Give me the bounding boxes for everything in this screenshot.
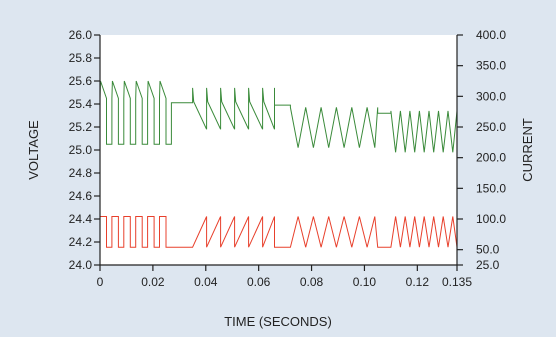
y-tick-label: 24.6 xyxy=(69,189,93,203)
y-tick-label: 24.0 xyxy=(69,258,93,272)
y-tick-label: 25.6 xyxy=(69,74,93,88)
y-tick-label: 25.0 xyxy=(69,143,93,157)
y-tick-label: 25.2 xyxy=(69,120,93,134)
current-trace xyxy=(99,216,458,248)
x-axis-label: TIME (SECONDS) xyxy=(224,314,332,329)
x-tick-label: 0 xyxy=(97,275,104,289)
y-axis-label-right: CURRENT xyxy=(520,118,535,182)
y2-tick-label: 350.0 xyxy=(476,59,506,73)
y2-tick-label: 200.0 xyxy=(476,151,506,165)
traces xyxy=(99,80,458,248)
x-tick-label: 0.10 xyxy=(353,275,377,289)
y2-tick-label: 150.0 xyxy=(476,181,506,195)
x-tick-label: 0.08 xyxy=(300,275,324,289)
y-axis-label-left: VOLTAGE xyxy=(26,120,41,180)
y-tick-label: 24.8 xyxy=(69,166,93,180)
y-tick-label: 24.4 xyxy=(69,212,93,226)
y-tick-label: 26.0 xyxy=(69,28,93,42)
x-tick-label: 0.135 xyxy=(442,275,472,289)
x-tick-label: 0.04 xyxy=(194,275,218,289)
x-tick-label: 0.02 xyxy=(141,275,165,289)
x-tick-label: 0.06 xyxy=(247,275,271,289)
x-tick-label: 0.12 xyxy=(406,275,430,289)
y2-tick-label: 25.0 xyxy=(476,258,500,272)
y-tick-label: 25.8 xyxy=(69,51,93,65)
y2-tick-label: 50.0 xyxy=(476,243,500,257)
axes: 26.0 25.8 25.6 25.4 25.2 25.0 24.8 24.6 24.4 24.2… xyxy=(69,28,507,289)
y2-tick-label: 100.0 xyxy=(476,212,506,226)
y2-tick-label: 400.0 xyxy=(476,28,506,42)
y-tick-label: 24.2 xyxy=(69,235,93,249)
voltage-trace xyxy=(99,80,458,153)
y2-tick-label: 250.0 xyxy=(476,120,506,134)
y2-tick-label: 300.0 xyxy=(476,89,506,103)
y-tick-label: 25.4 xyxy=(69,97,93,111)
